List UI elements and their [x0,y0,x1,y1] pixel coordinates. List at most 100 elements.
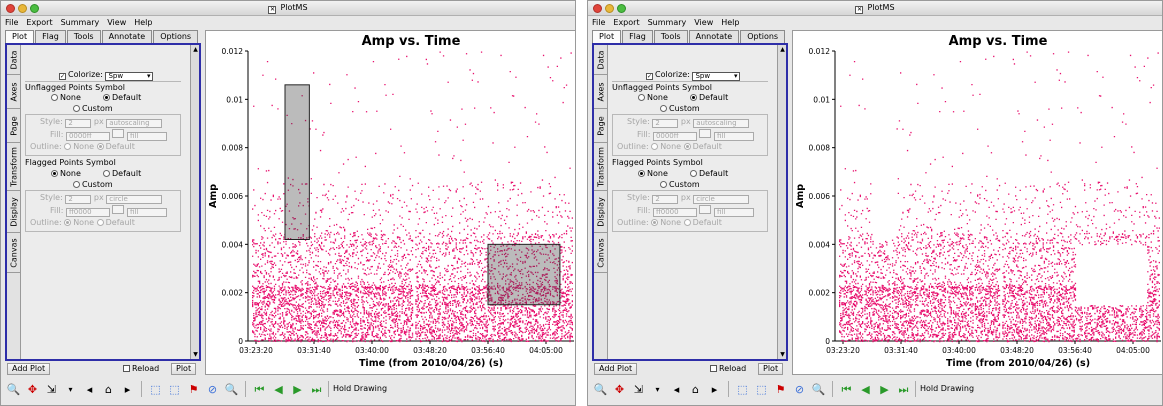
side-tab-transform[interactable]: Transform [594,143,607,191]
unflagged-shape-select[interactable]: autoscaling [693,119,750,128]
side-tab-transform[interactable]: Transform [7,143,20,191]
side-tab-page[interactable]: Page [7,109,20,143]
radio-outline-none[interactable] [64,143,72,150]
plot-button[interactable]: Plot [171,363,197,375]
last-page-icon[interactable]: ⏭ [311,382,322,396]
radio-outline-none[interactable] [651,143,659,150]
unflag-icon[interactable]: ⊘ [794,382,805,396]
menu-export[interactable]: Export [26,18,53,27]
menu-help[interactable]: Help [134,18,153,27]
radio-outline-default[interactable] [683,219,691,226]
flagged-size-spinner[interactable]: 2 [652,195,679,204]
side-tab-axes[interactable]: Axes [594,75,607,109]
hold-drawing-toggle[interactable]: Hold Drawing [328,381,387,397]
tracker-icon[interactable]: ⇲ [633,382,644,396]
colorize-select[interactable]: Spw ▾ [692,72,741,81]
next-page-icon[interactable]: ▶ [293,382,302,396]
step-back-icon[interactable]: ◂ [86,382,93,396]
side-tab-canvas[interactable]: Canvas [7,233,20,273]
tracker-dropdown-icon[interactable]: ▾ [68,384,73,394]
side-tab-data[interactable]: Data [594,45,607,75]
unflagged-custom-option[interactable]: Custom [73,104,113,113]
close-window-button[interactable] [6,4,15,13]
tab-plot[interactable]: Plot [5,30,35,43]
pan-icon[interactable]: ✥ [27,382,38,396]
flagged-fill-color[interactable]: ff0000 [652,208,697,217]
side-tab-data[interactable]: Data [7,45,20,75]
zoom-icon[interactable]: 🔍 [593,382,608,396]
radio-flagged-custom[interactable] [73,181,80,188]
flagged-size-spinner[interactable]: 2 [65,195,92,204]
first-page-icon[interactable]: ⏮ [841,382,852,396]
zoom-icon[interactable]: 🔍 [6,382,21,396]
plot-canvas[interactable]: Amp vs. Time 0 0.002 0.004 0.006 0.008 0.01 0.0… [205,30,575,375]
side-tab-display[interactable]: Display [7,191,20,233]
flagged-fill-color[interactable]: ff0000 [65,208,110,217]
tab-options[interactable]: Options [740,30,786,43]
add-plot-button[interactable]: Add Plot [7,363,51,375]
menu-file[interactable]: File [592,18,606,27]
step-forward-icon[interactable]: ▸ [124,382,131,396]
panel-scrollbar[interactable]: ▲ ▼ [777,45,786,359]
colorize-checkbox[interactable]: ✓ [646,73,653,80]
flagged-shape-select[interactable]: circle [106,195,163,204]
hold-drawing-toggle[interactable]: Hold Drawing [915,381,974,397]
tab-annotate[interactable]: Annotate [688,30,740,43]
side-tab-axes[interactable]: Axes [7,75,20,109]
unflagged-fill-mode[interactable]: fill [127,132,168,141]
radio-outline-none[interactable] [64,219,72,226]
menu-export[interactable]: Export [613,18,640,27]
side-tab-page[interactable]: Page [594,109,607,143]
locate-icon[interactable]: 🔍 [811,382,826,396]
scroll-up-icon[interactable]: ▲ [193,46,198,53]
flagged-none-option[interactable]: None [51,169,81,178]
close-window-button[interactable] [593,4,602,13]
radio-unflagged-default[interactable] [103,94,110,101]
pan-icon[interactable]: ✥ [614,382,625,396]
menu-help[interactable]: Help [721,18,740,27]
minimize-window-button[interactable] [605,4,614,13]
tab-options[interactable]: Options [153,30,199,43]
unflagged-fill-color[interactable]: 0000ff [652,132,697,141]
unflagged-default-option[interactable]: Default [103,93,141,102]
unflagged-none-option[interactable]: None [638,93,668,102]
reload-option[interactable]: Reload [123,364,159,373]
last-page-icon[interactable]: ⏭ [898,382,909,396]
clear-regions-icon[interactable]: ⬚ [756,382,767,396]
color-picker-button[interactable] [112,129,125,138]
color-picker-button[interactable] [112,205,125,214]
home-icon[interactable]: ⌂ [692,382,699,396]
radio-unflagged-none[interactable] [638,94,645,101]
tab-plot[interactable]: Plot [592,30,622,43]
zoom-window-button[interactable] [617,4,626,13]
unflagged-custom-option[interactable]: Custom [660,104,700,113]
unflagged-fill-mode[interactable]: fill [714,132,755,141]
menu-view[interactable]: View [694,18,714,27]
unflagged-size-spinner[interactable]: 2 [65,119,92,128]
plot-button[interactable]: Plot [758,363,784,375]
zoom-window-button[interactable] [30,4,39,13]
flag-icon[interactable]: ⚑ [188,382,199,396]
radio-outline-default[interactable] [96,143,104,150]
flagged-fill-mode[interactable]: fill [127,208,168,217]
unflagged-shape-select[interactable]: autoscaling [106,119,163,128]
radio-flagged-default[interactable] [690,170,697,177]
tab-tools[interactable]: Tools [66,30,101,43]
clear-regions-icon[interactable]: ⬚ [169,382,180,396]
step-back-icon[interactable]: ◂ [673,382,680,396]
radio-flagged-default[interactable] [103,170,110,177]
colorize-select[interactable]: Spw ▾ [105,72,154,81]
flagged-default-option[interactable]: Default [690,169,728,178]
plot-canvas[interactable]: Amp vs. Time 0 0.002 0.004 0.006 0.008 0.01 0.0… [792,30,1162,375]
unflagged-none-option[interactable]: None [51,93,81,102]
unflagged-default-option[interactable]: Default [690,93,728,102]
first-page-icon[interactable]: ⏮ [254,382,265,396]
scroll-down-icon[interactable]: ▼ [193,351,198,358]
reload-checkbox[interactable] [710,365,717,372]
menu-file[interactable]: File [5,18,19,27]
add-plot-button[interactable]: Add Plot [594,363,638,375]
unflagged-size-spinner[interactable]: 2 [652,119,679,128]
flagged-fill-mode[interactable]: fill [714,208,755,217]
step-forward-icon[interactable]: ▸ [711,382,718,396]
unflag-icon[interactable]: ⊘ [207,382,218,396]
